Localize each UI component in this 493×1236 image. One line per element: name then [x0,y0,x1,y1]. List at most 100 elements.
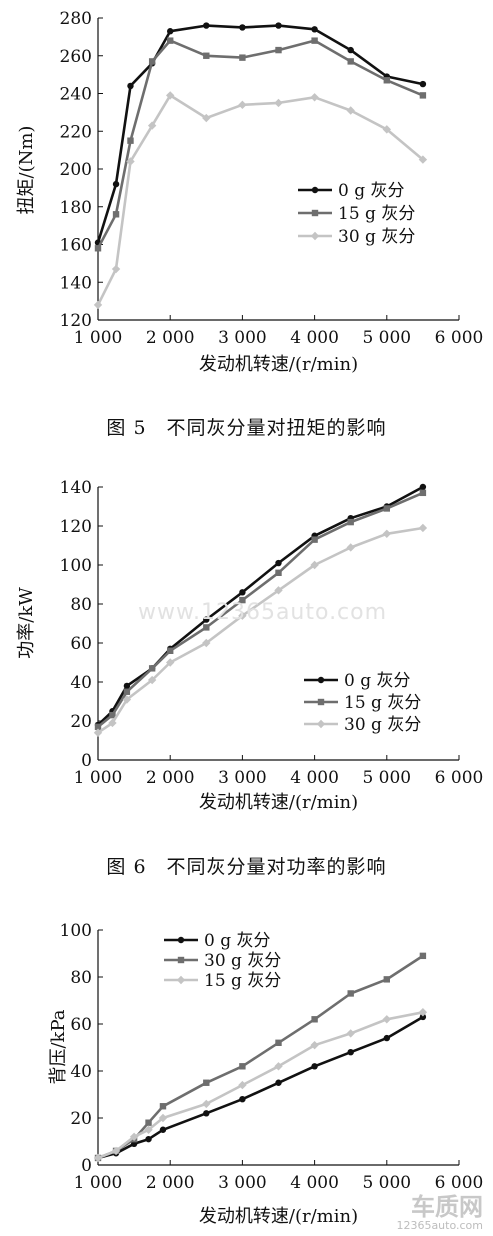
y-tick-label: 40 [70,673,92,693]
legend-label: 0 g 灰分 [204,931,271,951]
data-point-diamond [238,100,247,110]
data-point-circle [419,483,427,491]
series-2 [93,523,428,737]
y-tick-label: 80 [70,595,92,615]
data-point-square [383,505,390,512]
data-point-circle [311,186,319,194]
data-point-square [347,58,354,65]
series-line [97,1015,424,1160]
data-point-square [94,723,102,731]
data-point-circle [112,180,120,188]
data-point-square [419,952,427,960]
data-point-circle [311,1063,318,1070]
data-point-circle [239,24,246,31]
legend-label: 0 g 灰分 [338,181,405,201]
legend-label: 30 g 灰分 [338,227,415,247]
data-point-diamond [310,1040,319,1050]
watermark-url-text: 12365auto.com [396,1219,483,1232]
y-tick-label: 40 [70,1062,92,1082]
data-point-diamond [382,1015,391,1024]
data-point-square [311,1016,318,1023]
series-line [97,491,424,728]
data-point-square [383,976,390,983]
y-tick-label: 0 [81,1156,92,1176]
data-point-diamond [346,1029,355,1038]
data-point-square [311,37,318,44]
y-tick-label: 180 [60,198,92,218]
data-point-diamond [274,98,283,108]
data-point-square [148,665,156,672]
data-point-square [347,990,354,997]
data-point-circle [383,1034,390,1042]
data-point-square [275,569,282,576]
data-point-diamond [346,106,355,115]
data-point-diamond [310,93,319,102]
data-point-diamond [202,113,211,123]
data-point-diamond [418,155,428,164]
data-point-square [239,596,246,604]
data-point-circle [203,22,210,29]
data-point-square [203,1079,210,1086]
data-point-square [347,518,354,526]
data-point-square [177,956,185,964]
data-point-diamond [93,728,103,737]
data-point-circle [203,1110,210,1117]
data-point-square [275,1039,282,1046]
y-axis-title: 功率/kW [16,587,37,659]
data-point-square [317,698,325,706]
data-point-diamond [382,125,391,134]
data-point-square [167,37,174,44]
series-line [96,24,424,243]
data-point-diamond [310,231,320,241]
x-tick-label: 1 000 [74,1173,123,1193]
x-tick-label: 2 000 [146,328,195,348]
data-point-square [112,211,120,218]
data-point-diamond [274,1062,283,1071]
data-point-circle [275,1079,282,1086]
y-tick-label: 200 [60,160,92,180]
x-tick-label: 4 000 [290,768,339,788]
data-point-circle [317,676,325,684]
data-point-diamond [238,611,247,620]
data-point-square [383,77,390,84]
data-point-diamond [310,560,319,570]
data-point-square [167,647,174,654]
series-line [96,39,424,249]
y-tick-label: 100 [60,556,92,576]
x-axis-title: 发动机转速/(r/min) [199,792,358,813]
y-tick-label: 120 [60,517,92,537]
x-tick-label: 2 000 [146,768,195,788]
y-tick-label: 0 [81,751,92,771]
x-tick-label: 1 000 [74,768,123,788]
data-point-square [94,245,102,252]
x-tick-label: 4 000 [290,1173,339,1193]
data-point-circle [311,26,318,33]
watermark-logo-text: 车质网 [411,1193,483,1221]
data-point-diamond [166,658,175,667]
data-point-diamond [147,121,157,130]
data-point-square [239,1063,246,1070]
data-point-circle [159,1126,167,1133]
x-tick-label: 5 000 [362,328,411,348]
y-axis-title: 扭矩/(Nm) [16,126,37,215]
data-point-square [203,52,210,59]
series-2 [93,91,428,310]
x-tick-label: 1 000 [74,328,123,348]
corner-watermark: 车质网 12365auto.com [396,1194,483,1232]
legend-label: 15 g 灰分 [204,971,281,991]
legend-label: 30 g 灰分 [204,951,281,971]
torque-chart: 120 140 160 180 200 220 240 260 280 1 000 2 000 3 0… [16,9,483,375]
series-line [97,1011,424,1160]
data-point-diamond [111,1146,121,1156]
data-point-diamond [147,675,157,685]
y-tick-label: 260 [60,47,92,67]
y-tick-label: 140 [60,478,92,498]
x-tick-label: 6 000 [435,768,484,788]
data-point-diamond [111,264,121,274]
data-point-circle [145,1135,152,1143]
data-point-square [239,54,246,61]
legend-label: 0 g 灰分 [344,671,411,691]
data-point-circle [239,1096,246,1103]
data-point-diamond [108,718,117,728]
